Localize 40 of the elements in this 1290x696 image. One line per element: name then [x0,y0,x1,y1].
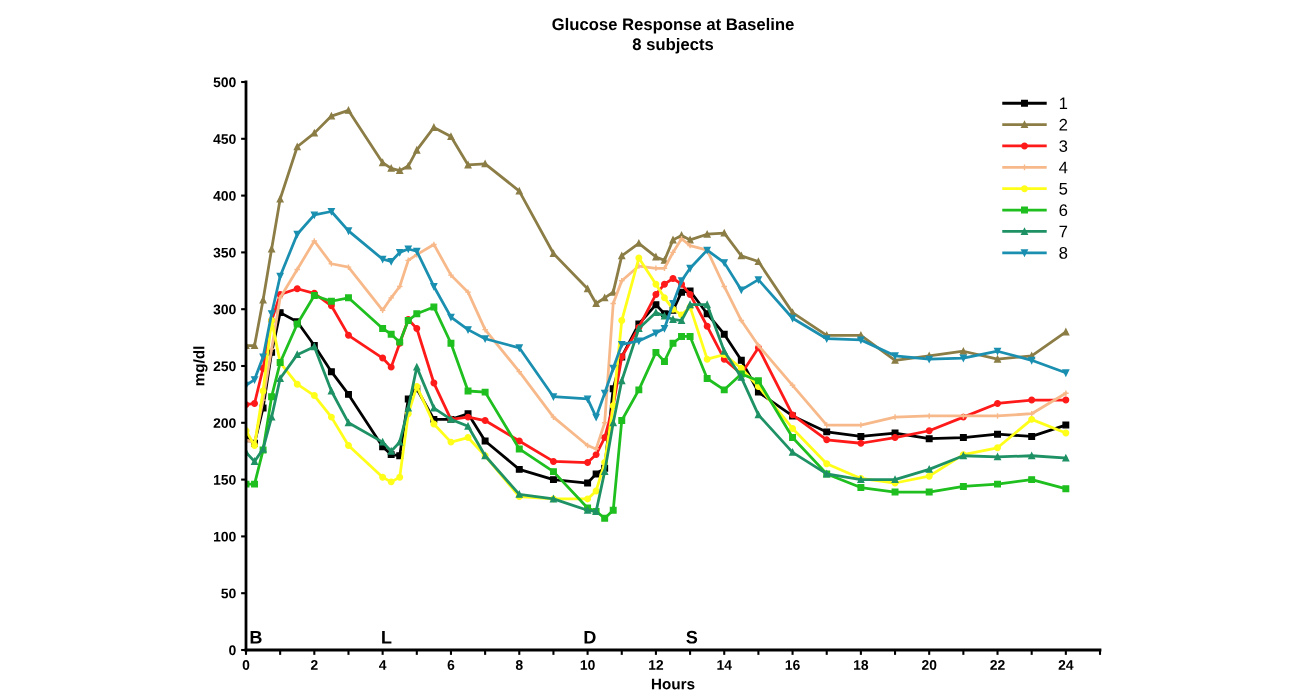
x-tick-label: 8 [515,660,523,670]
y-tick-label: 400 [213,190,236,201]
y-tick-label: 250 [213,361,236,372]
x-tick-label: 14 [717,660,732,670]
x-axis-title: Hours [651,678,695,690]
x-tick-label: 6 [447,660,455,670]
legend-label: 2 [1059,118,1068,131]
y-tick-label: 200 [213,418,236,428]
x-tick-label: 20 [921,660,937,670]
legend-label: 5 [1059,183,1068,195]
x-tick-label: 22 [990,660,1005,670]
x-tick-label: 16 [785,660,800,670]
y-tick-label: 100 [213,531,236,542]
legend-label: 8 [1059,247,1068,259]
annotation: S [686,630,698,644]
y-axis-title: mg/dl [193,346,208,386]
legend-label: 7 [1059,225,1068,238]
y-tick-label: 450 [213,134,236,144]
y-tick-label: 500 [213,77,236,88]
annotation: D [584,630,596,644]
y-tick-label: 0 [229,645,236,656]
chart-title: Glucose Response at Baseline [552,17,794,34]
legend-label: 3 [1059,140,1068,152]
chart-subtitle: 8 subjects [632,37,714,54]
y-tick-label: 50 [221,588,236,599]
legend-label: 1 [1059,97,1068,110]
legend-label: 4 [1059,161,1068,174]
x-tick-label: 4 [378,660,387,670]
annotation: L [382,630,392,644]
x-tick-label: 24 [1058,660,1074,670]
legend-label: 6 [1059,204,1068,217]
x-tick-label: 18 [854,660,869,670]
y-tick-label: 350 [213,247,236,258]
y-tick-label: 150 [213,474,236,485]
annotation: B [250,630,262,644]
x-tick-label: 10 [580,660,595,670]
x-tick-label: 12 [649,660,664,670]
x-tick-label: 2 [310,660,318,670]
x-tick-label: 0 [242,660,250,670]
y-tick-label: 300 [213,304,236,315]
